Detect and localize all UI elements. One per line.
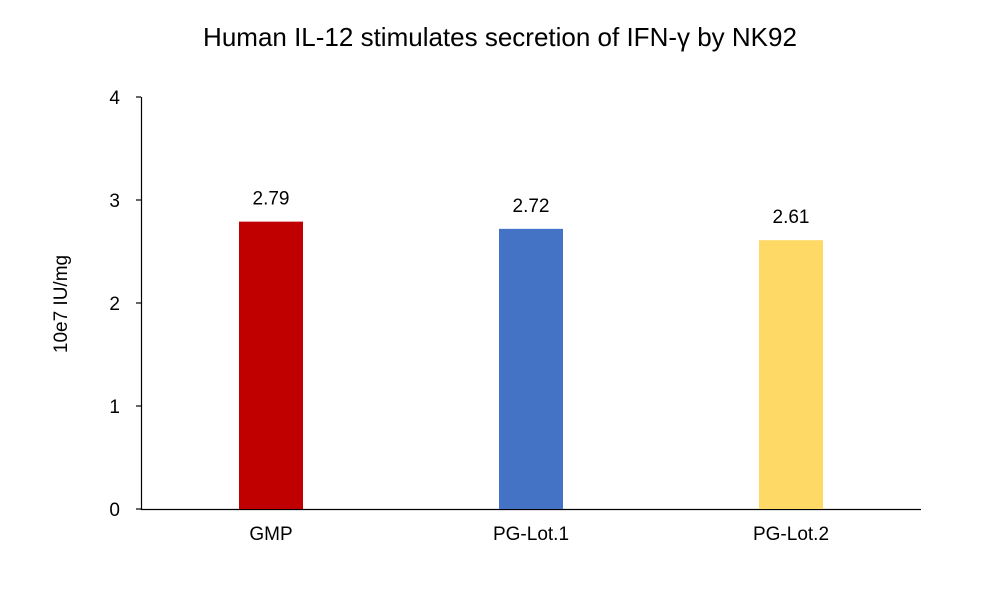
x-category-label: GMP <box>249 524 292 545</box>
y-axis-ticks: 0 1 2 3 4 <box>109 88 141 521</box>
data-label: 2.61 <box>773 207 810 228</box>
y-tick-label: 1 <box>109 397 120 418</box>
bar-gmp <box>239 221 303 509</box>
y-tick-label: 2 <box>109 294 120 315</box>
x-axis-category-labels: GMP PG-Lot.1 PG-Lot.2 <box>249 524 829 545</box>
x-category-label: PG-Lot.2 <box>753 524 829 545</box>
chart-title: Human IL-12 stimulates secretion of IFN-… <box>203 22 797 52</box>
x-category-label: PG-Lot.1 <box>493 524 569 545</box>
data-label: 2.72 <box>513 196 550 217</box>
y-tick-label: 4 <box>109 88 120 109</box>
bars <box>239 221 823 510</box>
data-labels: 2.79 2.72 2.61 <box>253 189 810 229</box>
y-tick-label: 3 <box>109 191 120 212</box>
y-axis-title: 10e7 IU/mg <box>51 255 72 353</box>
data-label: 2.79 <box>253 189 290 210</box>
y-tick-label: 0 <box>109 500 120 521</box>
bar-pg-lot-2 <box>759 240 823 510</box>
bar-pg-lot-1 <box>499 228 563 509</box>
